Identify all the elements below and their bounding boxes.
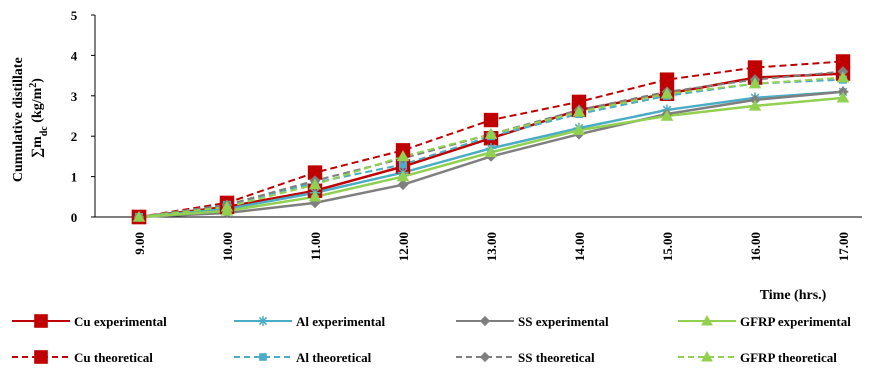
- data-point-cu-theoretical: [483, 112, 499, 128]
- legend-swatch-marker: [34, 350, 48, 364]
- legend-label: Al theoretical: [296, 350, 372, 365]
- x-axis-title: Time (hrs.): [760, 288, 827, 303]
- legend-swatch-marker: [479, 351, 491, 363]
- legend-label: Cu theoretical: [74, 350, 153, 365]
- data-point-gfrp-experimental: [308, 190, 322, 202]
- legend-label: Al experimental: [296, 314, 386, 329]
- legend-item-cu-theoretical: Cu theoretical: [12, 350, 153, 365]
- y-tick-label: 1: [71, 170, 78, 185]
- legend-item-ss-experimental: SS experimental: [456, 314, 609, 329]
- data-point-cu-theoretical: [659, 72, 675, 87]
- legend-label: GFRP experimental: [740, 314, 851, 329]
- data-point-gfrp-theoretical: [396, 150, 410, 162]
- legend-label: GFRP theoretical: [740, 350, 837, 365]
- x-tick-label: 15.00: [660, 232, 675, 261]
- data-point-gfrp-theoretical: [836, 71, 850, 83]
- data-point-al-theoretical: [398, 160, 408, 169]
- legend-swatch-marker: [257, 315, 269, 327]
- data-point-ss-experimental: [309, 197, 321, 209]
- data-point-gfrp-theoretical: [572, 105, 586, 117]
- y-axis-sub: dc: [39, 126, 50, 137]
- data-point-cu-theoretical: [307, 165, 323, 180]
- x-tick-label: 9.00: [132, 232, 147, 255]
- legend-item-gfrp-experimental: GFRP experimental: [678, 314, 851, 329]
- data-point-gfrp-experimental: [836, 91, 850, 103]
- data-point-gfrp-experimental: [572, 123, 586, 135]
- y-axis-title: Cumulative distillate ∑mdc (kg/m2): [11, 54, 50, 182]
- legend-label: SS experimental: [518, 314, 609, 329]
- data-point-gfrp-theoretical: [132, 210, 146, 222]
- legend-item-al-theoretical: Al theoretical: [234, 350, 372, 365]
- y-tick-label: 3: [71, 89, 78, 104]
- legend-swatch-marker: [701, 351, 713, 362]
- data-point-gfrp-theoretical: [484, 127, 498, 139]
- data-point-cu-theoretical: [747, 60, 763, 75]
- data-point-gfrp-theoretical: [660, 87, 674, 99]
- x-ticks: 9.00 10.00 11.00 12.00 13.00 14.00 15.00 16.00 1…: [132, 232, 851, 261]
- data-point-gfrp-experimental: [660, 109, 674, 121]
- data-point-gfrp-experimental: [484, 146, 498, 158]
- legend-swatch-marker: [701, 315, 713, 326]
- axes: [94, 15, 862, 218]
- y-tick-label: 0: [71, 210, 78, 225]
- y-axis-units-sup: 2: [28, 83, 39, 88]
- x-tick-label: 13.00: [484, 232, 499, 261]
- x-tick-label: 11.00: [308, 232, 323, 261]
- y-tick-label: 4: [71, 48, 78, 63]
- x-tick-label: 17.00: [836, 232, 851, 261]
- legend: Cu experimental Al experimental SS experim…: [12, 314, 851, 365]
- y-tick-label: 2: [71, 129, 78, 144]
- legend-swatch-marker: [479, 315, 491, 327]
- data-point-cu-theoretical: [835, 54, 851, 69]
- legend-label: SS theoretical: [518, 350, 595, 365]
- y-tick-label: 5: [71, 8, 78, 23]
- legend-item-cu-experimental: Cu experimental: [12, 314, 167, 329]
- y-axis-title-line2: ∑mdc (kg/m2): [28, 78, 50, 158]
- x-tick-label: 16.00: [748, 232, 763, 261]
- x-tick-label: 14.00: [572, 232, 587, 261]
- legend-item-al-experimental: Al experimental: [234, 314, 386, 329]
- legend-label: Cu experimental: [74, 314, 167, 329]
- x-tick-label: 10.00: [220, 232, 235, 261]
- x-tick-label: 12.00: [396, 232, 411, 261]
- y-axis-units-open: (kg/m: [30, 87, 45, 126]
- data-point-cu-theoretical: [571, 94, 587, 110]
- y-axis-sum: ∑m: [30, 136, 45, 158]
- series-markers: [131, 54, 851, 225]
- y-axis-units-close: ): [30, 78, 45, 83]
- legend-item-ss-theoretical: SS theoretical: [456, 350, 595, 365]
- legend-swatch-marker: [34, 314, 48, 328]
- data-point-gfrp-theoretical: [220, 200, 234, 212]
- y-axis-title-line1: Cumulative distillate: [11, 57, 26, 182]
- data-point-gfrp-experimental: [748, 99, 762, 111]
- data-point-gfrp-theoretical: [308, 178, 322, 190]
- y-ticks: 0 1 2 3 4 5: [71, 8, 95, 225]
- data-point-ss-experimental: [397, 179, 409, 191]
- legend-item-gfrp-theoretical: GFRP theoretical: [678, 350, 837, 365]
- legend-swatch-marker: [259, 353, 267, 361]
- data-point-gfrp-theoretical: [748, 77, 762, 89]
- data-point-gfrp-experimental: [396, 170, 410, 182]
